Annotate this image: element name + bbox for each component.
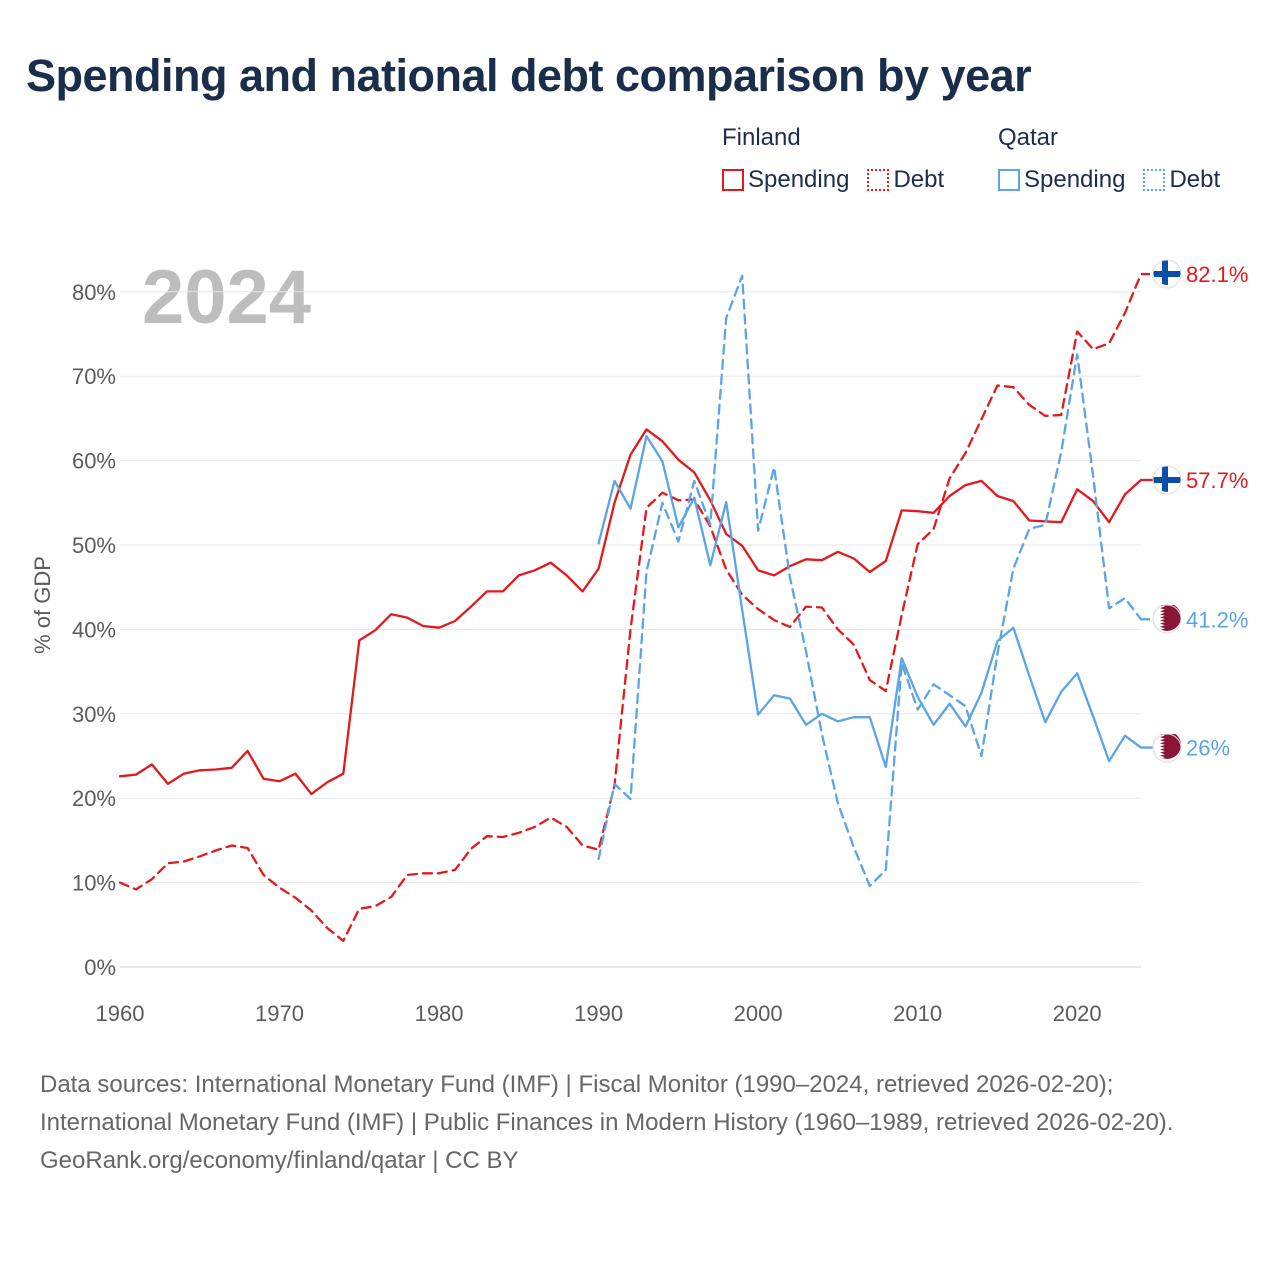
legend-label: Debt [1169, 166, 1221, 193]
qatar-flag-icon [1153, 605, 1181, 631]
legend-label: Spending [748, 166, 850, 193]
finland-flag-icon [1153, 466, 1181, 492]
y-axis-title: % of GDP [30, 556, 55, 654]
y-axis: 0% 10% 20% 30% 40% 50% 60% 70% 80% [72, 280, 116, 980]
x-tick-label: 1990 [574, 1001, 623, 1026]
x-tick-label: 2010 [893, 1001, 942, 1026]
legend-qatar: Qatar Spending Debt [998, 124, 1220, 194]
end-label-finland-debt: 82.1% [1186, 262, 1248, 287]
flag-border [1152, 259, 1182, 289]
y-tick-label: 0% [84, 955, 116, 980]
legend-label: Spending [1024, 166, 1126, 193]
y-tick-label: 40% [72, 617, 116, 642]
legend-finland: Finland Spending Debt [722, 124, 944, 194]
y-tick-label: 20% [72, 786, 116, 811]
legend-country-qatar: Qatar [998, 124, 1059, 151]
x-tick-label: 2020 [1053, 1001, 1102, 1026]
x-tick-label: 1970 [255, 1001, 304, 1026]
legend-label: Debt [893, 166, 945, 193]
flag-border [1152, 465, 1182, 495]
y-tick-label: 10% [72, 871, 116, 896]
legend-item-finland-spending[interactable]: Spending [722, 166, 849, 194]
flag-cross-vertical [1162, 260, 1168, 285]
legend-swatch-dashed [867, 169, 890, 191]
page-title: Spending and national debt comparison by… [26, 50, 1032, 101]
grid [120, 291, 1141, 968]
series [118, 272, 1153, 942]
end-label-qatar-spending: 26% [1186, 736, 1230, 761]
y-tick-label: 80% [72, 280, 116, 305]
y-tick-label: 50% [72, 533, 116, 558]
end-label-qatar-debt: 41.2% [1186, 607, 1248, 632]
credit-link[interactable]: GeoRank.org/economy/finland/qatar | CC B… [40, 1147, 519, 1174]
flag-serration [1153, 734, 1165, 759]
sources-text: Data sources: International Monetary Fun… [40, 1071, 1174, 1136]
legend-swatch-solid [722, 169, 744, 191]
y-tick-label: 70% [72, 364, 116, 389]
flag-border [1152, 604, 1182, 634]
series-line-qatar-spending [597, 434, 1143, 769]
legend-swatch-dashed [1143, 169, 1166, 191]
y-tick-label: 30% [72, 702, 116, 727]
legend-swatch-solid [998, 169, 1020, 191]
flag-cross-vertical [1162, 466, 1168, 492]
legend-item-qatar-spending[interactable]: Spending [998, 166, 1125, 194]
year-watermark: 2024 [142, 255, 311, 340]
legend-item-qatar-debt[interactable]: Debt [1143, 166, 1220, 194]
legend-country-finland: Finland [722, 124, 801, 151]
series-line-finland-debt [118, 272, 1143, 942]
end-labels: 57.7% 82.1% 26% 41.2% [1186, 262, 1248, 760]
flag-border [1152, 733, 1182, 763]
series-line-qatar-debt [597, 274, 1143, 888]
x-tick-label: 2000 [734, 1001, 783, 1026]
flags [1152, 259, 1182, 763]
series-line-finland-spending [118, 428, 1143, 796]
y-tick-label: 60% [72, 449, 116, 474]
end-label-finland-spending: 57.7% [1186, 468, 1248, 493]
x-tick-label: 1980 [415, 1001, 464, 1026]
x-tick-label: 1960 [96, 1001, 145, 1026]
x-axis: 1960 1970 1980 1990 2000 2010 2020 [96, 1001, 1102, 1026]
legend-item-finland-debt[interactable]: Debt [867, 166, 944, 194]
sources: Data sources: International Monetary Fun… [40, 1066, 1240, 1180]
flag-serration [1153, 605, 1165, 631]
